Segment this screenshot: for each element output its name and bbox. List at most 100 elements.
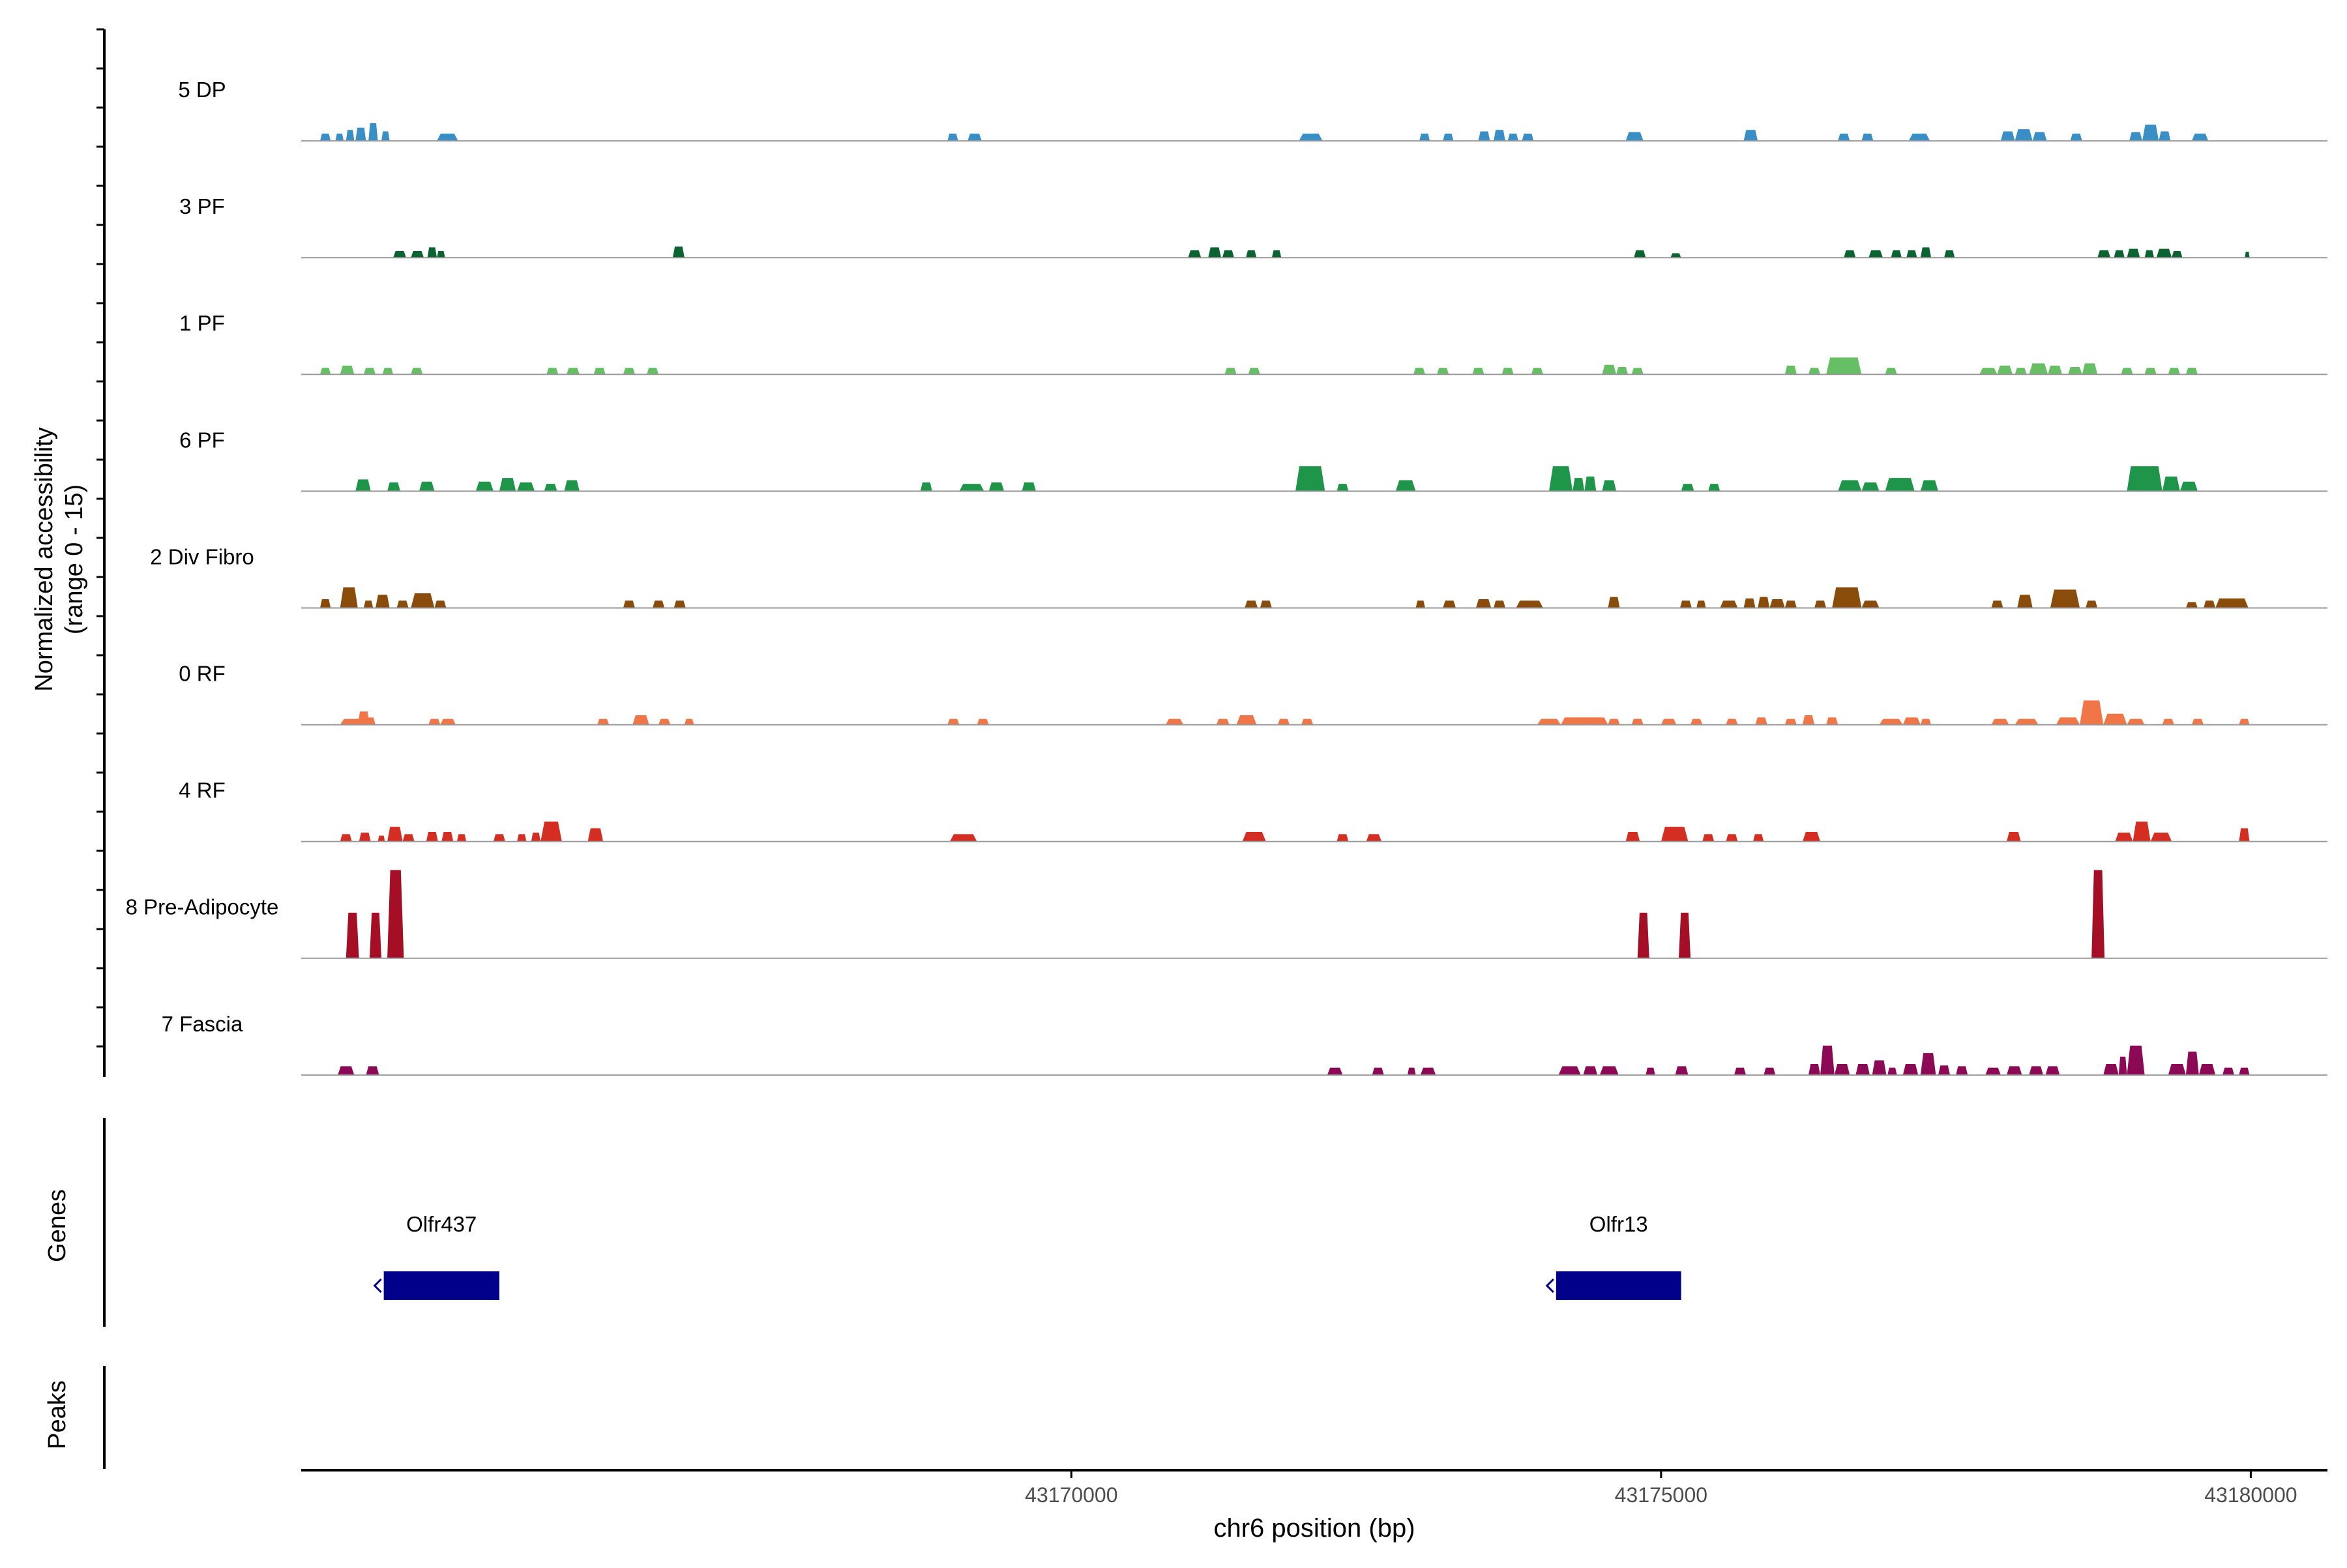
coverage-peak <box>977 718 989 725</box>
coverage-peak <box>2121 368 2133 375</box>
coverage-peak <box>340 718 364 725</box>
coverage-peak <box>1743 130 1758 141</box>
coverage-peak <box>546 368 559 375</box>
coverage-peak <box>947 718 960 725</box>
coverage-peak <box>2239 718 2250 725</box>
coverage-peak <box>1885 478 1915 492</box>
coverage-peak <box>1246 250 1257 258</box>
coverage-peak <box>2068 367 2082 375</box>
coverage-peak <box>2185 602 2198 608</box>
coverage-peak <box>2017 595 2033 608</box>
coverage-peak <box>456 834 467 842</box>
coverage-peak <box>1561 717 1608 725</box>
track-label-3-pf: 3 PF <box>179 194 225 218</box>
coverage-peak <box>1236 715 1257 725</box>
coverage-peak <box>1769 599 1785 608</box>
coverage-peak <box>1906 250 1917 258</box>
coverage-peak <box>2048 365 2062 375</box>
coverage-peak <box>658 718 671 725</box>
coverage-peak <box>1802 715 1815 725</box>
coverage-peak <box>1661 718 1677 725</box>
coverage-peak <box>441 832 454 842</box>
coverage-peak <box>1938 1065 1951 1075</box>
coverage-peak <box>1861 133 1874 141</box>
coverage-peak <box>1752 834 1764 842</box>
coverage-peak <box>1872 1060 1887 1075</box>
coverage-peak <box>1222 250 1234 258</box>
coverage-peak <box>1908 133 1930 141</box>
coverage-peak <box>363 717 376 725</box>
coverage-peak <box>1277 718 1290 725</box>
coverage-peak <box>1679 600 1692 608</box>
coverage-peak <box>1838 133 1850 141</box>
coverage-peak <box>2133 821 2151 842</box>
coverage-peak <box>1413 368 1426 375</box>
coverage-peak <box>319 599 331 608</box>
track-label-8-pre-adipocyte: 8 Pre-Adipocyte <box>126 895 279 919</box>
coverage-peak <box>2006 832 2021 842</box>
coverage-peak <box>396 600 409 608</box>
coverage-peak <box>1997 365 2013 375</box>
coverage-peak <box>2050 589 2080 608</box>
coverage-peak <box>653 600 665 608</box>
coverage-peak <box>1245 600 1258 608</box>
coverage-peak <box>355 127 366 141</box>
coverage-peak <box>355 479 371 492</box>
coverage-peak <box>1826 717 1838 725</box>
gene-label: Olfr437 <box>406 1212 477 1236</box>
coverage-peak <box>340 365 355 375</box>
coverage-peak <box>1844 250 1856 258</box>
coverage-peak <box>988 482 1005 492</box>
coverage-peak <box>428 718 441 725</box>
coverage-peak <box>1022 482 1037 492</box>
coverage-peak <box>1295 466 1325 492</box>
coverage-peak <box>338 1066 355 1075</box>
coverage-peak <box>1755 717 1767 725</box>
coverage-peak <box>1608 597 1620 608</box>
coverage-peak <box>1690 718 1703 725</box>
coverage-peak <box>440 718 456 725</box>
coverage-peak <box>2115 833 2133 842</box>
coverage-peak <box>1301 718 1314 725</box>
coverage-peak <box>1493 130 1506 141</box>
coverage-peak <box>2162 718 2174 725</box>
coverage-peak <box>2144 368 2157 375</box>
coverage-peak <box>1248 368 1260 375</box>
coverage-peak <box>1832 587 1862 608</box>
coverage-peak <box>517 482 535 492</box>
coverage-peak <box>1631 718 1644 725</box>
coverage-peak <box>1522 133 1534 141</box>
coverage-peak <box>1224 368 1237 375</box>
coverage-peak <box>1802 832 1821 842</box>
coverage-peak <box>517 834 527 842</box>
coverage-peak <box>1631 368 1644 375</box>
coverage-peak <box>1734 1067 1747 1075</box>
coverage-peak <box>1260 600 1272 608</box>
coverage-peak <box>381 131 390 141</box>
coverage-peak <box>1679 912 1691 958</box>
coverage-peak <box>967 133 982 141</box>
coverage-peak <box>2091 870 2105 958</box>
coverage-peak <box>387 870 404 958</box>
coverage-peak <box>2191 718 2204 725</box>
coverage-peak <box>1419 133 1430 141</box>
coverage-peak <box>426 832 438 842</box>
y-axis-title-line1: Normalized accessibility <box>31 427 58 691</box>
coverage-peak <box>393 251 407 258</box>
coverage-peak <box>1885 368 1897 375</box>
coverage-peak <box>1583 1066 1598 1075</box>
track-8-pre-adipocyte: 8 Pre-Adipocyte <box>126 870 2327 959</box>
coverage-peak <box>684 718 694 725</box>
coverage-peak <box>1696 600 1706 608</box>
x-tick-label: 43170000 <box>1025 1483 1117 1507</box>
coverage-peak <box>564 480 580 492</box>
coverage-peak <box>1299 133 1323 141</box>
coverage-peak <box>2045 1066 2060 1075</box>
coverage-peak <box>1531 368 1543 375</box>
coverage-peak <box>375 595 390 608</box>
coverage-tracks: 5 DP 3 PF 1 PF 6 PF 2 Div Fibro 0 RF 4 RF 8 Pre… <box>126 78 2327 1076</box>
coverage-peak <box>2127 718 2145 725</box>
coverage-peak <box>1415 600 1426 608</box>
coverage-peak <box>623 600 635 608</box>
coverage-peak <box>346 130 355 141</box>
